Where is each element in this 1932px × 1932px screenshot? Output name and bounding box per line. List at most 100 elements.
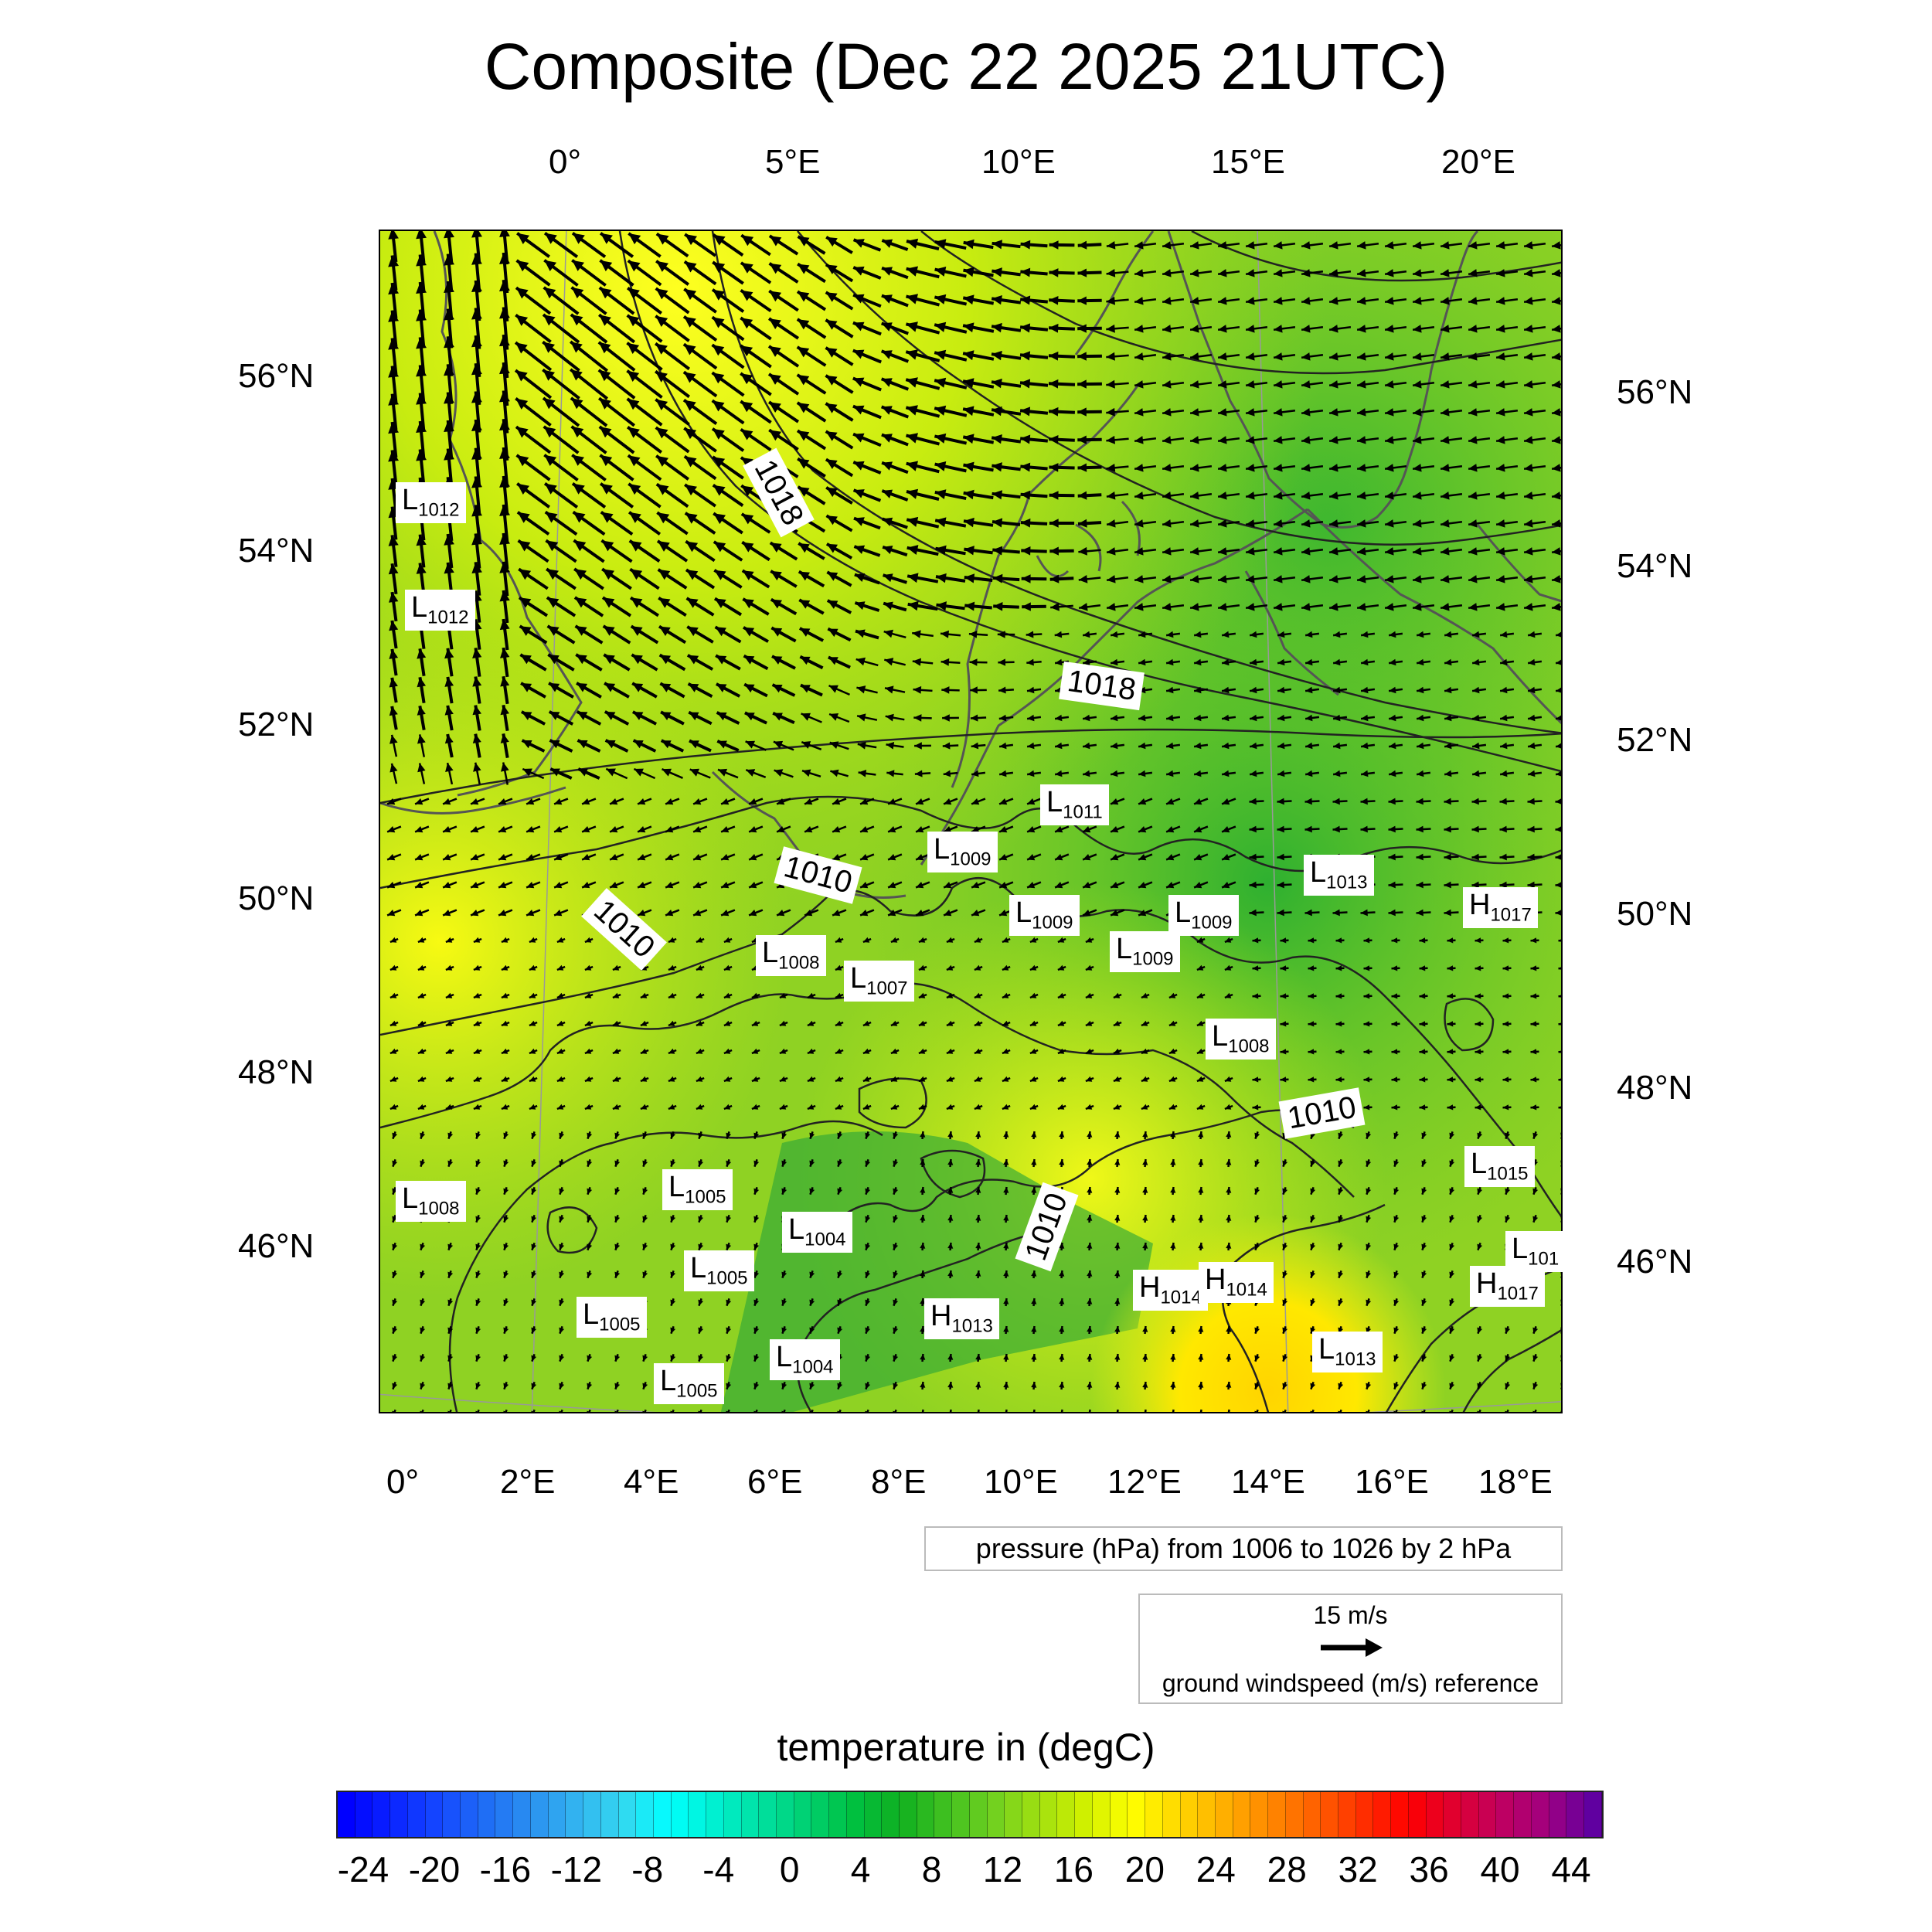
wind-arrow-head (829, 741, 839, 749)
wind-arrow-head (415, 826, 423, 833)
wind-arrow-head (1363, 1021, 1370, 1027)
pressure-center-low: L1009 (1009, 895, 1080, 936)
wind-arrow-head (1361, 686, 1369, 694)
wind-arrow-head (1138, 826, 1147, 833)
wind-arrow-head (779, 1104, 787, 1110)
wind-arrow-head (1524, 269, 1533, 277)
wind-arrow-head (600, 260, 613, 272)
wind-arrow-head (696, 1048, 703, 1054)
wind-arrow-head (893, 1355, 899, 1362)
wind-arrow-head (1087, 1354, 1093, 1360)
wind-arrow-head (975, 1354, 981, 1360)
wind-arrow-head (751, 1048, 759, 1054)
wind-arrow-head (890, 1076, 898, 1082)
wind-arrow-head (862, 1048, 870, 1054)
wind-arrow-head (517, 512, 530, 523)
wind-arrow-head (1166, 770, 1174, 777)
wind-arrow-head (1162, 575, 1172, 583)
wind-arrow-head (1055, 714, 1063, 722)
colorbar-tick-label: 12 (982, 1849, 1023, 1889)
wind-arrow-head (1301, 603, 1311, 611)
wind-arrow (644, 1409, 647, 1412)
wind-arrow-head (770, 543, 782, 553)
wind-arrow-head (1029, 1104, 1037, 1110)
wind-arrow-head (1419, 1049, 1426, 1055)
wind-arrow-head (606, 768, 616, 777)
colorbar-cell (671, 1792, 689, 1837)
wind-arrow-head (1496, 436, 1505, 444)
wind-arrow-head (640, 1020, 648, 1026)
wind-arrow-head (1111, 742, 1118, 750)
wind-arrow-head (1246, 464, 1255, 472)
wind-arrow-head (992, 434, 1002, 444)
wind-arrow-head (473, 937, 481, 943)
wind-arrow (505, 1409, 508, 1412)
wind-arrow-head (1003, 1354, 1009, 1360)
wind-arrow-head (964, 573, 975, 583)
wind-arrow-head (1060, 1410, 1063, 1412)
wind-arrow-head (531, 1355, 537, 1362)
wind-arrow-head (947, 1215, 954, 1221)
wind-arrow-head (1502, 1021, 1509, 1027)
wind-arrow-head (1440, 436, 1450, 444)
wind-arrow (1506, 1409, 1509, 1412)
wind-arrow-head (515, 370, 528, 382)
wind-arrow-head (801, 713, 811, 721)
wind-arrow-head (1055, 742, 1063, 750)
colorbar-cell (1162, 1792, 1181, 1837)
wind-arrow-head (1116, 1410, 1119, 1412)
colorbar-cell (811, 1792, 830, 1837)
wind-arrow-head (1196, 937, 1204, 943)
wind-arrow-head (549, 740, 560, 749)
wind-arrow-head (1277, 770, 1285, 777)
wind-arrow-head (1218, 241, 1227, 250)
wind-arrow-head (1085, 937, 1093, 943)
wind-arrow-head (1277, 881, 1284, 889)
wind-arrow-head (862, 1020, 870, 1026)
wind-arrow-head (769, 402, 781, 413)
wind-arrow-head (545, 512, 558, 523)
wind-arrow-head (940, 658, 950, 666)
wind-arrow-head (974, 1048, 981, 1054)
wind-arrow-head (940, 630, 949, 638)
colorbar-cell (1373, 1792, 1392, 1837)
wind-arrow-head (971, 882, 980, 889)
wind-arrow-head (1224, 992, 1232, 998)
wind-arrow-head (1002, 1104, 1009, 1110)
wind-arrow-head (914, 742, 922, 750)
wind-arrow-head (602, 569, 614, 580)
wind-arrow-head (798, 543, 810, 553)
wind-arrow-head (865, 1410, 869, 1412)
wind-arrow-head (1449, 1271, 1455, 1278)
wind-arrow-head (888, 910, 896, 917)
wind-arrow-head (947, 1382, 954, 1388)
wind-arrow-head (570, 369, 583, 381)
wind-arrow-head (971, 770, 979, 777)
wind-arrow-head (1057, 1076, 1065, 1082)
wind-arrow-head (498, 854, 507, 861)
wind-arrow-head (520, 655, 532, 665)
wind-arrow-head (444, 392, 454, 404)
wind-arrow-head (723, 1048, 731, 1054)
wind-arrow-head (1440, 380, 1450, 389)
wind-arrow-head (587, 1188, 593, 1195)
pressure-center-low: L1005 (662, 1169, 733, 1210)
wind-arrow-head (1246, 352, 1255, 361)
wind-arrow-head (1020, 351, 1031, 361)
wind-arrow-head (1332, 798, 1340, 805)
wind-arrow-head (1194, 854, 1202, 861)
wind-arrow-head (1555, 910, 1561, 916)
pressure-center-low: L1015 (1464, 1146, 1535, 1187)
wind-arrow-head (1413, 575, 1422, 583)
wind-arrow-head (947, 1270, 954, 1277)
wind-arrow-head (826, 543, 838, 553)
wind-arrow-head (1252, 1077, 1259, 1083)
wind-arrow-head (1020, 323, 1031, 333)
wind-arrow-head (1417, 658, 1424, 666)
wind-arrow-head (1162, 408, 1172, 417)
wind-arrow-head (798, 236, 810, 247)
pressure-center-high: H1013 (924, 1298, 999, 1339)
wind-arrow-head (773, 713, 783, 721)
wind-arrow-head (1083, 826, 1091, 833)
wind-arrow-head (1385, 547, 1394, 556)
